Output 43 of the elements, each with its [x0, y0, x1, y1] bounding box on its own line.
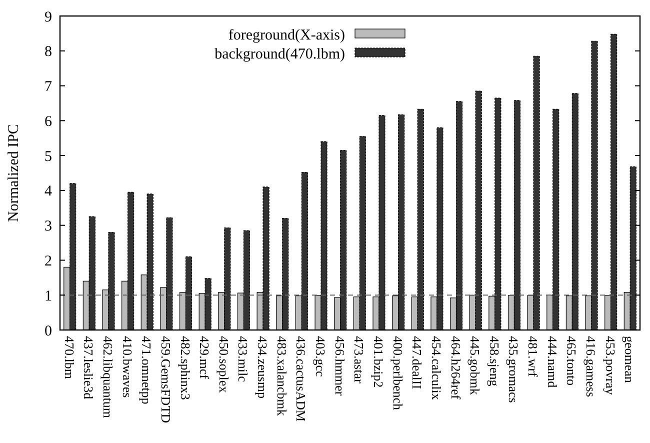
x-tick-label: 400.perlbench	[390, 336, 406, 410]
legend-label: foreground(X-axis)	[228, 27, 346, 44]
y-tick-label: 8	[44, 44, 52, 60]
x-tick-label: 403.gcc	[313, 336, 328, 378]
legend-label: background(470.lbm)	[214, 46, 345, 62]
x-tick-label: 434.zeusmp	[255, 336, 270, 398]
x-tick-label: 483.xalancbmk	[274, 336, 290, 416]
x-tick-label: 436.cactusADM	[294, 336, 309, 422]
x-tick-label: 456.hmmer	[332, 336, 348, 396]
x-tick-label: 435.gromacs	[506, 336, 522, 403]
y-axis-title: Normalized IPC	[6, 124, 22, 222]
x-tick-label: 464.h264ref	[448, 336, 464, 400]
x-tick-label: 465.tonto	[564, 336, 580, 386]
x-tick-label: 410.bwaves	[120, 336, 135, 398]
x-tick-label: geomean	[622, 336, 638, 384]
y-tick-label: 7	[44, 79, 52, 96]
y-tick-label: 6	[44, 114, 52, 130]
x-tick-label: 473.astar	[352, 336, 367, 384]
y-tick-label: 9	[44, 9, 52, 26]
y-tick-label: 0	[44, 323, 52, 340]
y-tick-label: 3	[44, 218, 52, 235]
x-tick-label: 444.namd	[544, 336, 560, 388]
x-tick-label: 416.gamess	[584, 336, 599, 398]
x-tick-label: 481.wrf	[526, 336, 541, 378]
x-tick-label: 453.povray	[602, 336, 618, 396]
x-tick-label: 437.leslie3d	[81, 336, 96, 400]
x-tick-label: 462.libquantum	[100, 336, 116, 418]
x-tick-label: 401.bzip2	[370, 336, 386, 388]
x-tick-label: 447.dealII	[410, 336, 425, 390]
x-tick-label: 429.mcf	[197, 336, 212, 380]
x-tick-label: 433.milc	[236, 336, 251, 382]
x-tick-label: 471.omnetpp	[139, 336, 154, 404]
x-tick-label: 445.gobmk	[468, 336, 483, 396]
y-tick-label: 1	[44, 288, 52, 304]
x-tick-label: 450.soplex	[216, 336, 232, 394]
x-tick-label: 459.GemsFDTD	[158, 336, 174, 424]
x-tick-label: 470.lbm	[62, 336, 77, 379]
y-tick-label: 4	[44, 184, 52, 200]
x-tick-label: 482.sphinx3	[178, 336, 193, 400]
x-tick-label: 458.sjeng	[486, 336, 502, 387]
x-tick-label: 454.calculix	[428, 336, 444, 400]
y-tick-label: 2	[44, 253, 52, 270]
y-tick-label: 5	[44, 148, 52, 165]
